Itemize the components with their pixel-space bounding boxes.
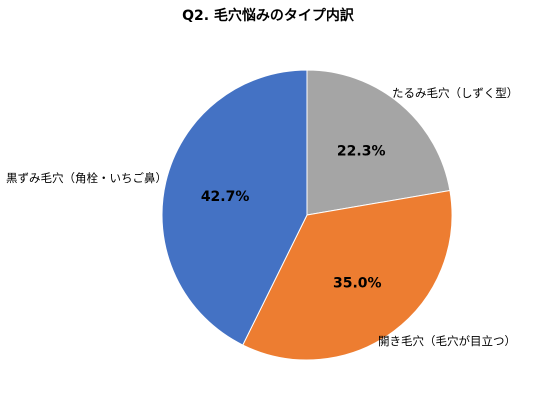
slice-value-label-0: 22.3% <box>337 144 386 160</box>
slice-category-label-2: 黒ずみ毛穴（角栓・いちご鼻） <box>6 171 167 185</box>
chart-title: Q2. 毛穴悩みのタイプ内訳 <box>182 8 354 24</box>
pie-slice-0 <box>306 69 451 216</box>
pie-slice-2 <box>161 69 308 346</box>
slice-category-label-1: 開き毛穴（毛穴が目立つ） <box>378 334 516 348</box>
slice-value-label-2: 42.7% <box>201 189 250 205</box>
slice-category-label-0: たるみ毛穴（しずく型） <box>392 86 518 100</box>
pie-slice-1 <box>242 189 453 361</box>
slice-value-label-1: 35.0% <box>333 275 382 291</box>
